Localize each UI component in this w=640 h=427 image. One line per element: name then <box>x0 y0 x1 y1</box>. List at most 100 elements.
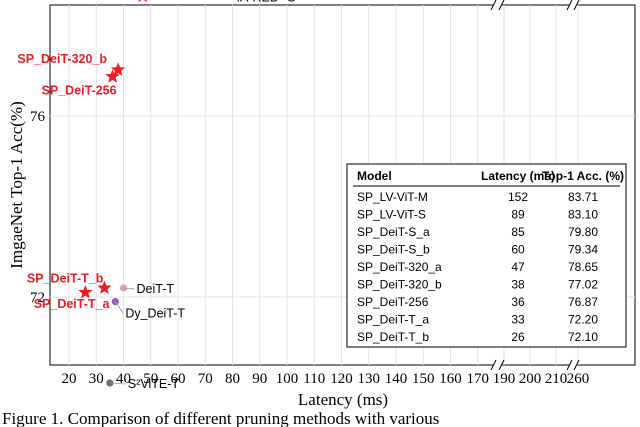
table-row: SP_DeiT-320_a 47 78.65 <box>357 260 598 274</box>
star-marker <box>78 284 93 299</box>
x-tick-label: 130 <box>358 371 381 387</box>
point-label: SP_DeiT-T_b <box>27 271 104 285</box>
data-point <box>105 69 120 83</box>
data-points <box>78 0 147 387</box>
table-header-cell: Model <box>357 169 392 183</box>
table-header-cell: Top-1 Acc. (%) <box>542 169 624 183</box>
table-cell: 85 <box>511 225 525 239</box>
table-cell: SP_DeiT-256 <box>357 295 429 309</box>
x-tick-label: 100 <box>276 371 299 387</box>
axis-breaks <box>490 0 580 371</box>
table-cell: SP_DeiT-T_b <box>357 330 429 344</box>
x-tick-label: 50 <box>143 371 158 387</box>
table-cell: 79.80 <box>568 225 598 239</box>
x-tick-label: 30 <box>89 371 104 387</box>
point-label: SP_DeiT-256 <box>42 84 117 98</box>
data-point <box>78 284 93 299</box>
table-cell: SP_DeiT-320_a <box>357 260 442 274</box>
x-tick-label: 110 <box>303 371 325 387</box>
table-row: SP_DeiT-320_b 38 77.02 <box>357 278 598 292</box>
point-label: S²ViTE-T <box>128 377 180 391</box>
table-cell: 152 <box>508 190 528 204</box>
table-cell: SP_LV-ViT-S <box>357 208 426 222</box>
table-cell: 83.71 <box>568 190 598 204</box>
table-cell: 26 <box>511 330 525 344</box>
x-tick-label: 200 <box>519 371 542 387</box>
x-axis-label: Latency (ms) <box>298 390 388 409</box>
table-row: SP_DeiT-T_b 26 72.10 <box>357 330 598 344</box>
table-cell: SP_DeiT-T_a <box>357 313 429 327</box>
break-slash <box>498 0 505 11</box>
table-cell: 36 <box>511 295 525 309</box>
break-gap <box>493 1 502 9</box>
break-slash <box>498 359 505 371</box>
x-tick-labels: 20 30 40 50 60 70 80 90 100 110 120 130 140 150 160 170… <box>62 371 590 387</box>
table-frame <box>346 163 627 348</box>
table-cell: SP_DeiT-S_b <box>357 243 430 257</box>
break-slash <box>490 359 497 371</box>
break-slash <box>573 0 580 11</box>
table-cell: 89 <box>511 208 525 222</box>
x-tick-label: 40 <box>116 371 131 387</box>
table-cell: 76.87 <box>568 295 598 309</box>
table-cell: SP_LV-ViT-M <box>357 190 428 204</box>
x-tick-label: 90 <box>252 371 267 387</box>
break-slash <box>573 359 580 371</box>
x-tick-label: 150 <box>412 371 435 387</box>
break-gap <box>569 1 577 9</box>
table-row: SP_LV-ViT-S 89 83.10 <box>357 208 598 222</box>
table-cell: 33 <box>511 313 525 327</box>
star-marker <box>110 62 126 76</box>
table-row: SP_LV-ViT-M 152 83.71 <box>357 190 598 204</box>
table-cell: 83.10 <box>568 208 598 222</box>
table-row: SP_DeiT-S_b 60 79.34 <box>357 243 598 257</box>
data-point <box>97 280 112 295</box>
point-label: SP_DeiT-320_b <box>17 52 107 66</box>
x-tick-label: 160 <box>439 371 462 387</box>
table-cell: 77.02 <box>568 278 598 292</box>
axis-break <box>490 0 505 371</box>
axis-break <box>566 0 580 371</box>
table-cell: 78.65 <box>568 260 598 274</box>
break-slash <box>566 359 573 371</box>
y-axis-label: ImgaeNet Top-1 Acc(%) <box>7 101 26 269</box>
table-row: SP_DeiT-T_a 33 72.20 <box>357 313 598 327</box>
point-label: Dy_DeiT-T <box>125 307 185 321</box>
label-leader <box>109 382 126 385</box>
y-tick-label: 72 <box>30 290 45 306</box>
x-tick-label: 80 <box>225 371 240 387</box>
label-leader <box>123 287 135 290</box>
table-cell: SP_DeiT-320_b <box>357 278 442 292</box>
plot-frame <box>49 4 636 366</box>
x-tick-label: 70 <box>198 371 213 387</box>
y-tick-labels: 72768084 <box>30 109 46 306</box>
table-cell: 47 <box>511 260 525 274</box>
figure-caption: Figure 1. Comparison of different prunin… <box>2 409 439 427</box>
point-label: DeiT-T <box>137 282 175 296</box>
table-cell: 38 <box>511 278 525 292</box>
table-header-cell: Latency (ms) <box>481 169 555 183</box>
x-tick-label: 60 <box>171 371 186 387</box>
star-marker <box>138 0 147 3</box>
data-point <box>110 62 126 76</box>
results-table: Model Latency (ms)Top-1 Acc. (%) SP_LV-ViT… <box>346 163 627 348</box>
point-labels: SP_LV-ViT-MSP_LV-ViT-SSP_DeiT-S_aSP_DeiT… <box>17 0 296 391</box>
table-cell: SP_DeiT-S_a <box>357 225 430 239</box>
break-slash <box>490 0 497 11</box>
table-cell: 72.20 <box>568 313 598 327</box>
x-tick-label: 190 <box>493 371 516 387</box>
table-cell: 60 <box>511 243 525 257</box>
table-cell: 79.34 <box>568 243 598 257</box>
x-tick-label: 20 <box>62 371 77 387</box>
table-row: SP_DeiT-S_a 85 79.80 <box>357 225 598 239</box>
data-point <box>138 0 147 3</box>
star-marker <box>105 69 120 83</box>
x-tick-label: 140 <box>385 371 408 387</box>
x-tick-label: 260 <box>567 371 590 387</box>
point-label: IA-RED²-S <box>237 0 296 5</box>
star-marker <box>97 280 112 295</box>
x-tick-label: 170 <box>467 371 490 387</box>
y-tick-label: 76 <box>30 109 46 125</box>
break-slash <box>566 0 573 11</box>
